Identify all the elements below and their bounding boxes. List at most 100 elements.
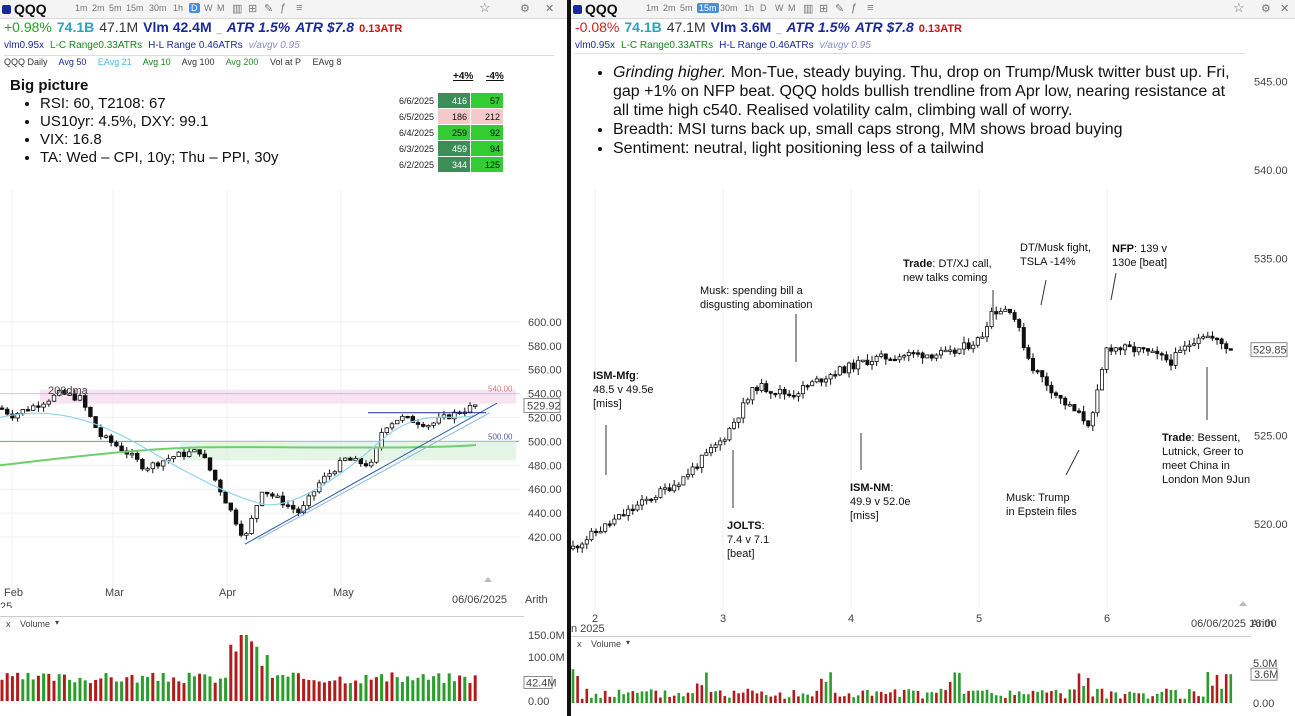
candle-up	[860, 359, 865, 363]
tf-D[interactable]: D	[189, 3, 200, 13]
volume-bar	[338, 676, 342, 701]
volume-bar	[16, 672, 20, 701]
tf-2m[interactable]: 2m	[92, 3, 105, 13]
tf-1m[interactable]: 1m	[646, 3, 659, 13]
tf-2m[interactable]: 2m	[663, 3, 676, 13]
indicator-icon[interactable]: ƒ	[851, 2, 858, 14]
annotation-musk-bill: Musk: spending bill a disgusting abomina…	[700, 284, 813, 312]
tools-icon[interactable]: ⊞	[248, 3, 258, 15]
right-price-chart[interactable]: 545.00540.00535.00530.00525.00520.002345…	[571, 54, 1295, 636]
volume-bar	[751, 690, 754, 703]
draw-icon[interactable]: ✎	[835, 3, 845, 15]
left-price-chart[interactable]: 600.00 580.00 560.00 540.00 520.00 500.00 480.…	[0, 68, 567, 608]
annotation-trade-call: Trade: DT/XJ call, new talks coming	[903, 257, 992, 285]
tf-5m[interactable]: 5m	[680, 3, 693, 13]
ind-avg50[interactable]: Avg 50	[58, 57, 87, 67]
scroll-arrow-icon	[1239, 601, 1247, 606]
volume-bar	[815, 690, 819, 703]
close-panel-icon[interactable]: x	[577, 639, 582, 649]
candle-up	[426, 424, 431, 428]
draw-icon[interactable]: ✎	[264, 3, 274, 15]
volume-title[interactable]: Volume	[20, 619, 51, 629]
tf-30m[interactable]: 30m	[720, 3, 738, 13]
ann-line: meet China in	[1162, 460, 1230, 472]
left-symbol[interactable]: QQQ	[14, 1, 47, 17]
volume-bar	[114, 681, 118, 701]
candle-up	[259, 491, 265, 506]
close-icon[interactable]: ✕	[545, 3, 555, 15]
volume-bar	[1022, 694, 1026, 703]
ind-avg100[interactable]: Avg 100	[181, 57, 215, 67]
menu-icon[interactable]: ≡	[296, 2, 303, 14]
candle-down	[280, 495, 285, 506]
volume-bar	[21, 679, 25, 701]
candle-down	[805, 385, 810, 388]
tf-15m[interactable]: 15m	[126, 3, 144, 13]
tf-M[interactable]: M	[788, 3, 796, 13]
right-symbol[interactable]: QQQ	[585, 1, 618, 17]
volume-bar	[801, 693, 805, 703]
volume-bar	[1096, 688, 1099, 703]
breadth-header-down: -4%	[486, 71, 504, 82]
dropdown-icon[interactable]: ▾	[626, 638, 631, 647]
tf-W[interactable]: W	[775, 3, 784, 13]
tf-1h[interactable]: 1h	[173, 3, 184, 13]
bp-bullet: TA: Wed – CPI, 10y; Thu – PPI, 30y	[40, 149, 278, 167]
tf-D[interactable]: D	[760, 3, 767, 13]
candle-up	[374, 447, 379, 463]
tf-1m[interactable]: 1m	[75, 3, 88, 13]
ind-avg10[interactable]: Avg 10	[142, 57, 171, 67]
ind-eavg8[interactable]: EAvg 8	[312, 57, 342, 67]
breadth-date: 6/4/2025	[394, 124, 439, 141]
ind-eavg21[interactable]: EAvg 21	[97, 57, 132, 67]
volume-bar	[682, 696, 685, 703]
volume-bar	[302, 678, 306, 701]
tf-M[interactable]: M	[217, 3, 225, 13]
close-panel-icon[interactable]: x	[6, 619, 11, 629]
candle-up	[777, 388, 782, 395]
candle-up	[57, 390, 62, 396]
volume-title[interactable]: Volume	[591, 639, 622, 649]
ind-chart-name[interactable]: QQQ Daily	[4, 57, 48, 67]
chart-type-icon[interactable]: ▥	[803, 3, 814, 15]
tf-30m[interactable]: 30m	[149, 3, 167, 13]
favorite-star-icon[interactable]: ☆	[479, 0, 491, 15]
tf-15m[interactable]: 15m	[697, 3, 719, 13]
tf-1h[interactable]: 1h	[744, 3, 755, 13]
pane-divider[interactable]	[567, 0, 571, 716]
volume-bar	[585, 688, 589, 703]
ind-avg200[interactable]: Avg 200	[225, 57, 259, 67]
volume-bar	[380, 674, 384, 701]
volume-bar	[432, 676, 436, 701]
candle-down	[202, 453, 207, 459]
favorite-star-icon[interactable]: ☆	[1233, 0, 1245, 15]
chart-type-icon[interactable]: ▥	[232, 3, 243, 15]
volume-bar	[884, 693, 888, 703]
dropdown-icon[interactable]: ▾	[55, 618, 60, 627]
volume-bar	[1059, 693, 1062, 703]
close-icon[interactable]: ✕	[1280, 3, 1290, 15]
ind-volatp[interactable]: Vol at P	[269, 57, 301, 67]
y-tick-label: 540.00	[528, 389, 562, 401]
indicator-icon[interactable]: ƒ	[280, 2, 287, 14]
tools-icon[interactable]: ⊞	[819, 3, 829, 15]
volume-bar	[192, 676, 196, 701]
candle-up	[897, 356, 902, 361]
menu-icon[interactable]: ≡	[867, 2, 874, 14]
ema21-line	[0, 412, 477, 506]
tf-W[interactable]: W	[204, 3, 213, 13]
volume-bar	[333, 680, 337, 701]
candle-down	[197, 449, 202, 455]
settings-icon[interactable]: ⚙	[1261, 3, 1271, 15]
candle-up	[828, 374, 833, 380]
tf-5m[interactable]: 5m	[109, 3, 122, 13]
candle-down	[764, 383, 769, 393]
candle-down	[10, 413, 15, 419]
volume-bar	[1132, 692, 1136, 703]
candle-down	[207, 457, 213, 471]
candle-up	[722, 439, 727, 442]
commentary-text: Mon-Tue, steady buying. Thu, drop on Tru…	[613, 64, 1230, 119]
settings-icon[interactable]: ⚙	[520, 3, 530, 15]
y-tick-label: 540.00	[1254, 165, 1288, 177]
candle-up	[342, 457, 348, 461]
